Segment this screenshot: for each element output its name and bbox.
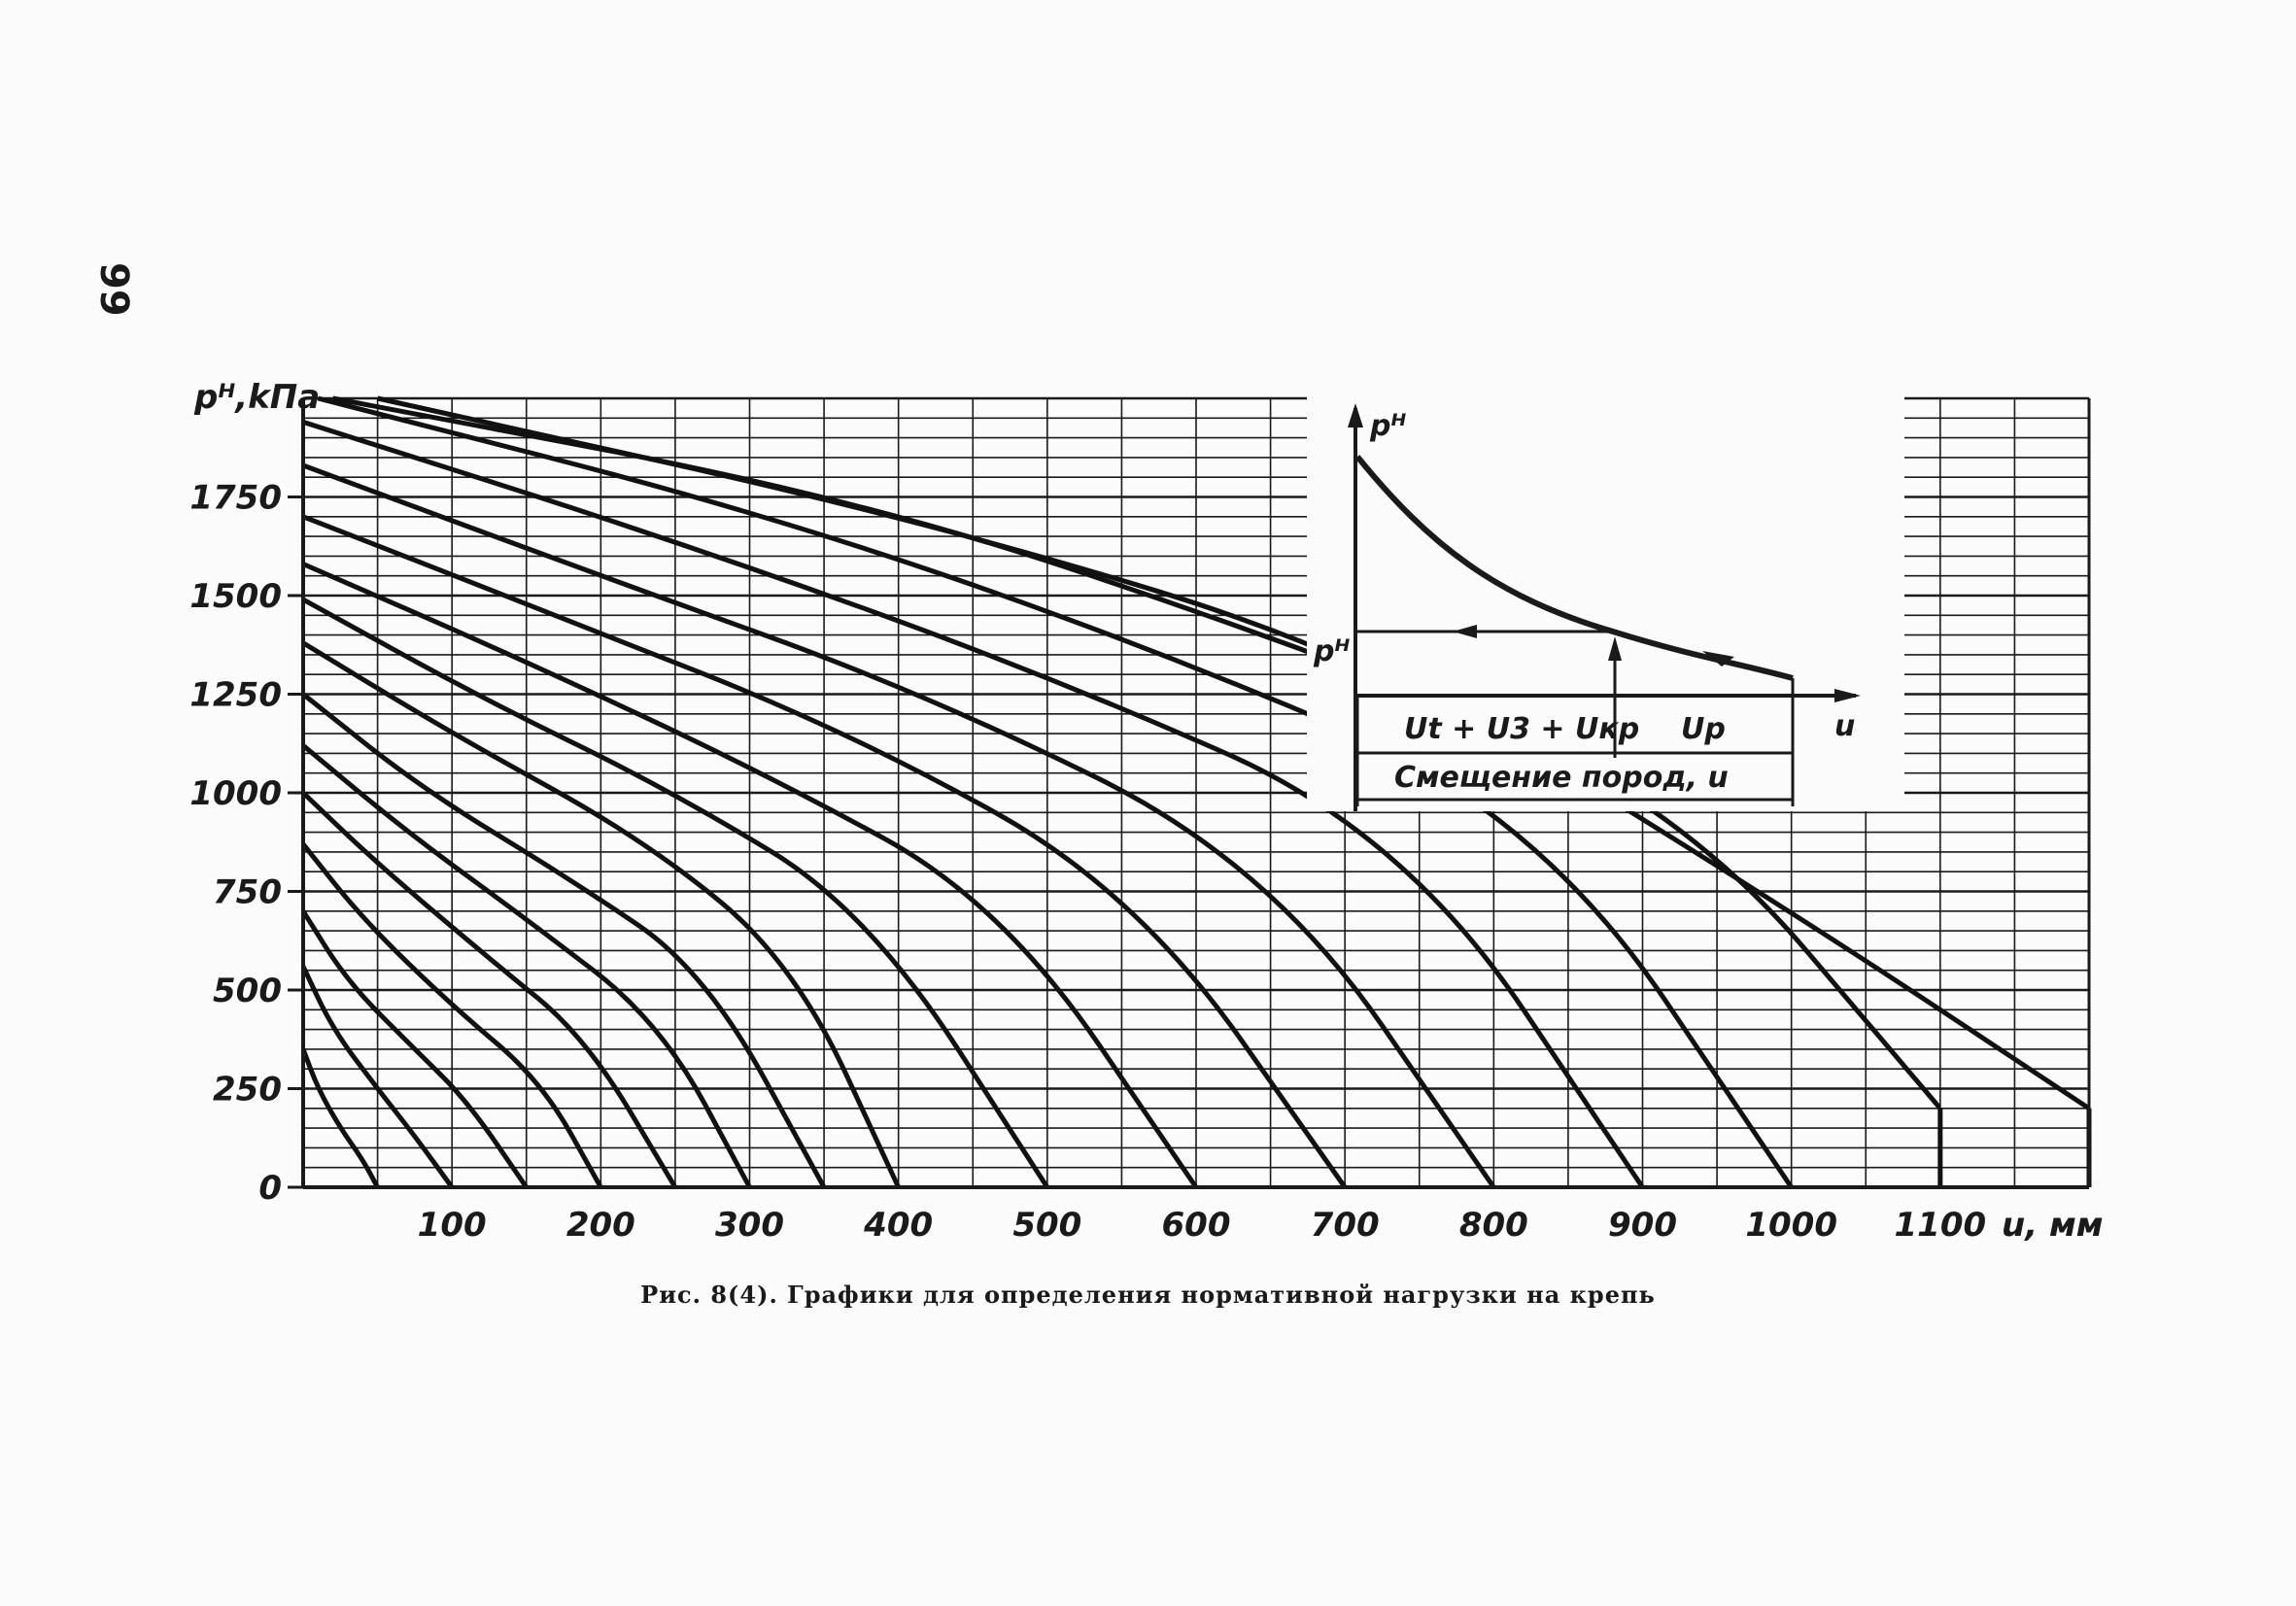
curve-13 bbox=[302, 419, 1645, 1189]
inset-x-arrow bbox=[1834, 689, 1861, 702]
curve-12 bbox=[302, 462, 1496, 1189]
x-tick-label: 900 bbox=[1608, 1206, 1677, 1245]
inset-vertical-arrow bbox=[1608, 636, 1622, 661]
x-tick-label: 1000 bbox=[1745, 1206, 1837, 1245]
inset-x-label: u bbox=[1834, 709, 1855, 743]
y-tick-label: 1500 bbox=[189, 577, 282, 616]
inset-segment-left: Ut + U3 + Uкр bbox=[1404, 712, 1639, 746]
y-axis-label: pᴴ,kПа bbox=[193, 378, 320, 417]
y-tick-label: 1750 bbox=[189, 479, 282, 518]
inset-level-label: pᴴ bbox=[1313, 634, 1350, 668]
inset-diagram: pᴴ pᴴ u Ut + U3 + Uкр Up Смещение пород,… bbox=[1307, 393, 1904, 811]
x-tick-label: 500 bbox=[1012, 1206, 1081, 1245]
x-tick-label: 700 bbox=[1311, 1206, 1380, 1245]
x-tick-label: 1100 bbox=[1895, 1206, 1987, 1245]
inset-curve-arrow bbox=[1702, 651, 1734, 666]
tick-labels: 0 250 500 750 1000 1250 1500 1750 100 200 300 400 50… bbox=[189, 479, 1986, 1246]
curve-3 bbox=[300, 909, 529, 1189]
x-tick-label: 400 bbox=[863, 1206, 933, 1245]
curve-8 bbox=[301, 640, 901, 1189]
x-tick-label: 100 bbox=[418, 1206, 487, 1245]
inset-level-arrow bbox=[1453, 625, 1477, 638]
inset-curve bbox=[1354, 455, 1794, 681]
curve-9 bbox=[301, 597, 1049, 1189]
y-tick-label: 0 bbox=[258, 1169, 282, 1208]
inset-background bbox=[1307, 393, 1904, 811]
inset-segment-right: Up bbox=[1681, 712, 1726, 746]
x-axis-label: u, мм bbox=[2002, 1206, 2104, 1245]
inset-y-label: pᴴ bbox=[1369, 409, 1406, 443]
y-tick-label: 750 bbox=[213, 873, 282, 912]
y-tick-label: 250 bbox=[213, 1071, 282, 1110]
figure-caption: Рис. 8(4). Графики для определения норма… bbox=[640, 1281, 1656, 1309]
y-tick-label: 1250 bbox=[189, 676, 282, 715]
x-tick-label: 300 bbox=[715, 1206, 784, 1245]
curve-14 bbox=[317, 395, 1794, 1189]
curve-10 bbox=[302, 562, 1199, 1189]
x-tick-label: 800 bbox=[1459, 1206, 1528, 1245]
curve-7 bbox=[301, 692, 827, 1189]
curve-6 bbox=[301, 743, 752, 1189]
curve-2 bbox=[300, 965, 455, 1189]
curves bbox=[300, 395, 2092, 1189]
curve-11 bbox=[302, 514, 1348, 1189]
x-tick-label: 600 bbox=[1162, 1206, 1231, 1245]
y-tick-label: 500 bbox=[213, 972, 282, 1010]
inset-total-label: Смещение пород, u bbox=[1394, 761, 1729, 795]
y-tick-label: 1000 bbox=[189, 774, 282, 813]
curve-4 bbox=[301, 842, 603, 1189]
curve-1 bbox=[300, 1048, 380, 1189]
inset-y-arrow bbox=[1348, 403, 1363, 427]
x-tick-label: 200 bbox=[566, 1206, 635, 1245]
curve-5 bbox=[301, 791, 678, 1189]
